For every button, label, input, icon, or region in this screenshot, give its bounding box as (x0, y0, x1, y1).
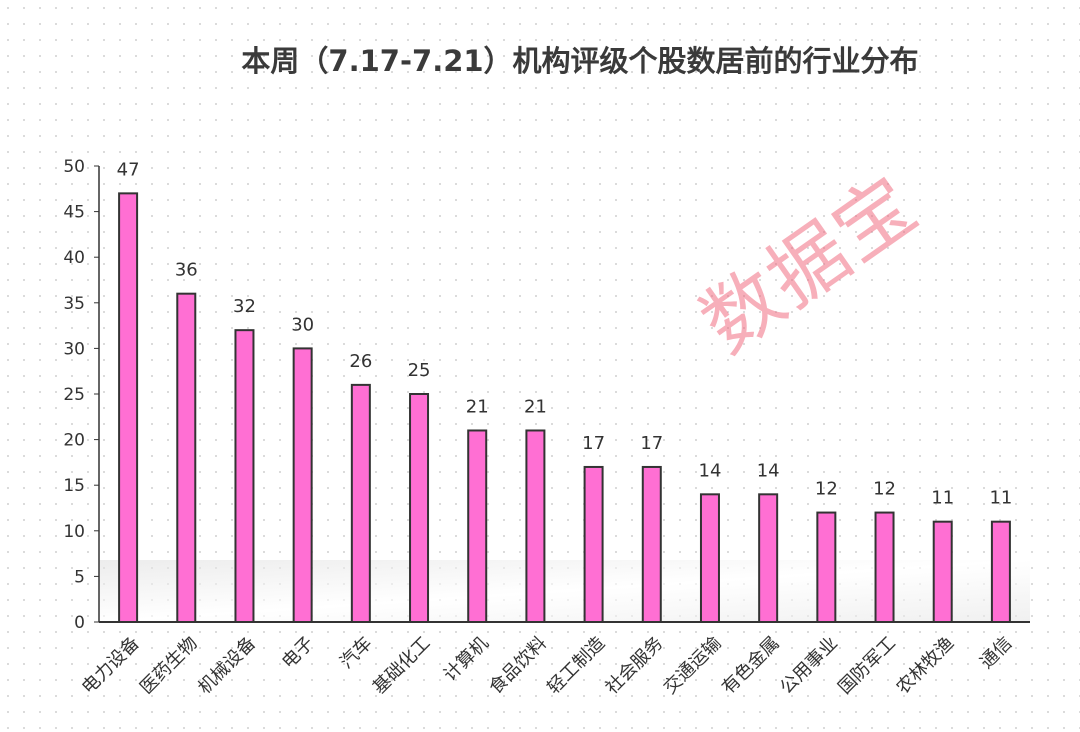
bar (641, 465, 662, 623)
data-label: 17 (582, 433, 605, 454)
bar (409, 393, 430, 623)
x-tick-label: 计算机 (440, 633, 493, 686)
data-label: 26 (349, 351, 372, 372)
bar (350, 383, 371, 623)
data-label: 11 (989, 488, 1012, 509)
data-label: 11 (931, 488, 954, 509)
data-label: 21 (466, 396, 489, 417)
x-tick-label: 电子 (278, 633, 318, 673)
chart-title: 本周（7.17-7.21）机构评级个股数居前的行业分布 (241, 44, 919, 78)
x-tick-label: 医药生物 (136, 633, 202, 699)
bar (874, 511, 895, 623)
y-tick-label: 50 (63, 157, 85, 177)
data-label: 25 (408, 360, 431, 381)
y-tick-label: 35 (63, 294, 85, 314)
data-label: 17 (640, 433, 663, 454)
bar (467, 429, 488, 624)
bar (932, 520, 953, 623)
x-tick-label: 通信 (976, 633, 1016, 673)
x-tick-label: 机械设备 (194, 633, 260, 699)
data-label: 36 (175, 260, 198, 281)
x-tick-label: 国防军工 (834, 633, 900, 699)
x-tick-label: 基础化工 (369, 633, 435, 699)
y-tick-label: 0 (74, 613, 85, 633)
data-label: 12 (873, 479, 896, 500)
y-tick-label: 45 (63, 203, 85, 223)
x-tick-label: 食品饮料 (485, 633, 551, 699)
x-tick-label: 农林牧渔 (892, 633, 958, 699)
x-tick-label: 电力设备 (78, 633, 144, 699)
x-tick-label: 公用事业 (776, 633, 842, 699)
bar (583, 465, 604, 623)
data-label: 21 (524, 396, 547, 417)
x-tick-label: 汽车 (336, 633, 376, 673)
bar (234, 329, 255, 623)
y-tick-label: 25 (63, 385, 85, 405)
data-label: 12 (815, 479, 838, 500)
bar (118, 192, 139, 624)
y-tick-label: 30 (63, 339, 85, 359)
bar (292, 347, 313, 623)
bar (525, 429, 546, 624)
bar (816, 511, 837, 623)
bar (176, 292, 197, 623)
y-tick-label: 10 (63, 522, 85, 542)
data-label: 32 (233, 296, 256, 317)
bar (699, 493, 720, 624)
bar (990, 520, 1011, 623)
y-tick-label: 5 (74, 567, 85, 587)
data-label: 14 (757, 460, 780, 481)
y-tick-label: 20 (63, 431, 85, 451)
data-label: 47 (117, 159, 140, 180)
data-label: 30 (291, 314, 314, 335)
data-label: 14 (699, 460, 722, 481)
x-tick-label: 轻工制造 (543, 633, 609, 699)
y-tick-label: 15 (63, 476, 85, 496)
y-tick-label: 40 (63, 248, 85, 268)
bar (758, 493, 779, 624)
x-tick-label: 交通运输 (660, 633, 726, 699)
x-tick-label: 社会服务 (602, 633, 668, 699)
x-tick-label: 有色金属 (718, 633, 784, 699)
